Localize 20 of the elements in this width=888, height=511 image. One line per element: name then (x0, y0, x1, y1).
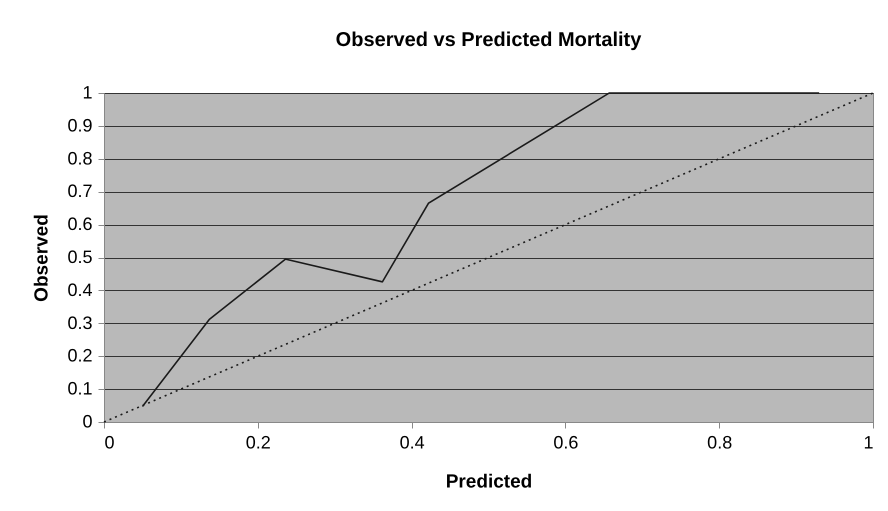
y-tick-label: 0.6 (67, 214, 92, 234)
y-axis-title: Observed (31, 214, 52, 302)
y-tick-label: 0.3 (67, 312, 92, 333)
y-tick-label: 0 (82, 412, 92, 432)
y-tick-label: 0.2 (67, 346, 92, 366)
chart-title: Observed vs Predicted Mortality (336, 29, 642, 51)
y-tick-label: 1 (82, 82, 92, 102)
y-tick-label: 0.8 (67, 148, 92, 168)
x-tick-label: 0.8 (707, 432, 732, 452)
x-axis-title: Predicted (446, 472, 532, 492)
y-tick-label: 0.4 (67, 280, 92, 300)
x-tick-label: 0.6 (553, 432, 578, 452)
y-tick-label: 0.9 (67, 115, 92, 136)
x-tick-label: 1 (863, 432, 874, 452)
x-tick-label: 0.4 (400, 432, 425, 452)
x-tick-label: 0 (104, 432, 115, 452)
x-tick-label: 0.2 (246, 432, 271, 452)
y-tick-label: 0.1 (67, 378, 92, 399)
y-tick-label: 0.7 (67, 181, 92, 202)
y-tick-label: 0.5 (67, 247, 92, 267)
